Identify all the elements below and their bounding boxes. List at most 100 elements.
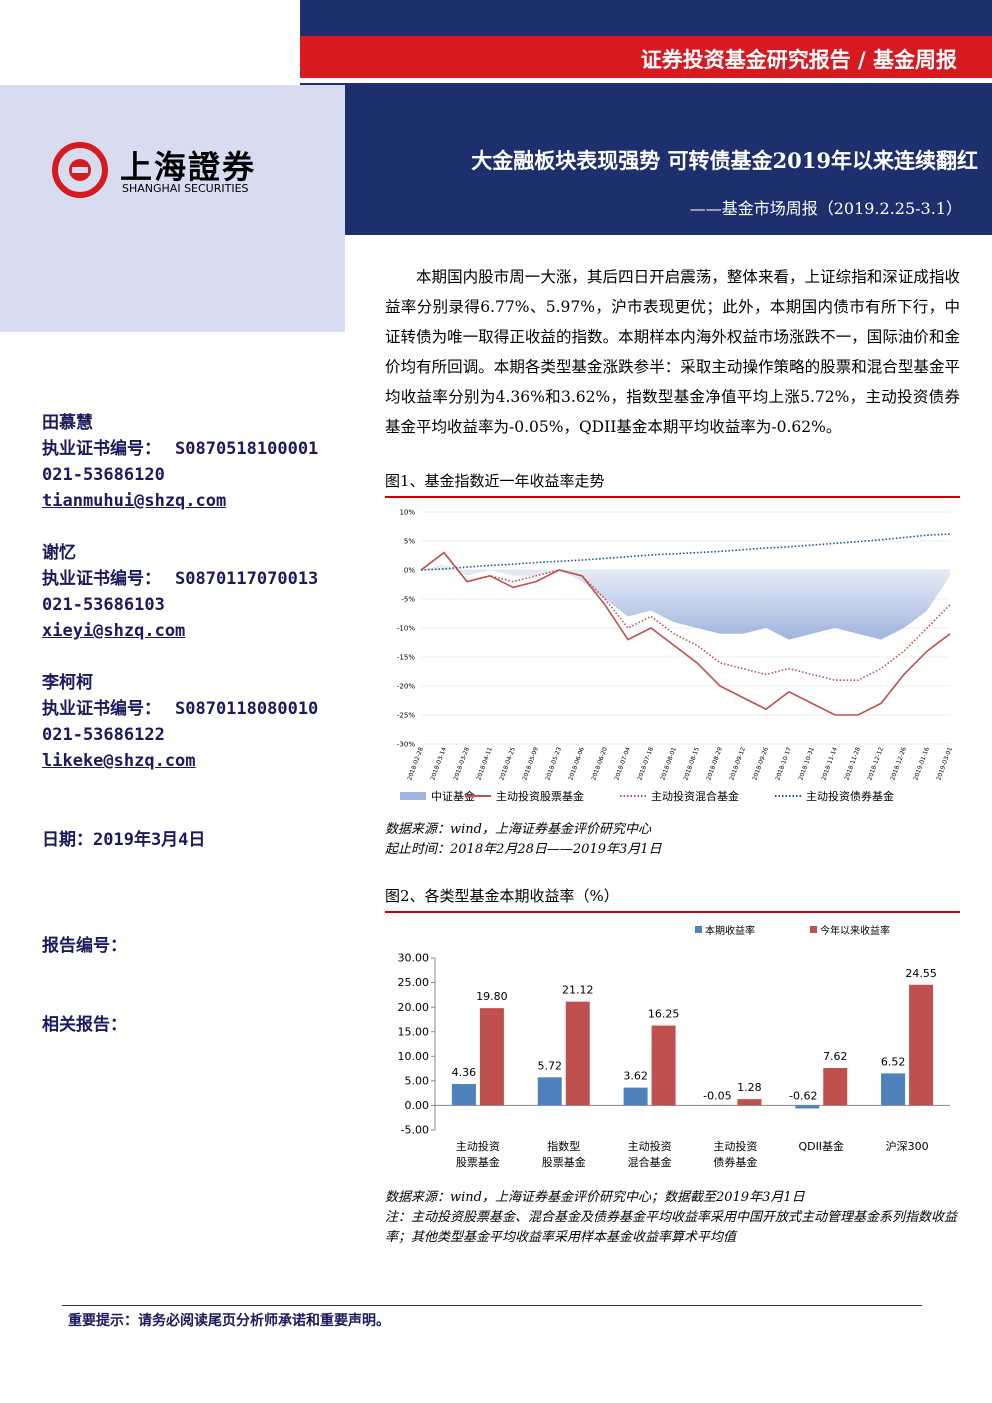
footer-rule (62, 1305, 922, 1306)
x-tick-label: 2018-11-28 (843, 746, 862, 781)
value-label: 5.72 (538, 1059, 563, 1072)
x-tick-label: 2019-03-01 (935, 746, 954, 781)
x-tick-label: 2018-08-15 (682, 746, 701, 781)
bar (823, 1067, 848, 1106)
x-tick-label: 主动投资 (456, 1139, 500, 1153)
x-tick-label: 2018-09-12 (728, 746, 747, 781)
x-tick-label: 债券基金 (713, 1155, 757, 1169)
value-label: -0.62 (789, 1089, 817, 1102)
author: 李柯柯 执业证书编号： S0870118080010 021-53686122 like… (42, 670, 318, 774)
cert-line: 执业证书编号： S0870117070013 (42, 566, 318, 592)
x-tick-label: 股票基金 (542, 1155, 586, 1169)
author-name: 谢忆 (42, 543, 76, 563)
x-tick-label: 2018-05-09 (521, 746, 540, 781)
figure-note: 数据来源：wind，上海证券基金评价研究中心；数据截至2019年3月1日 注：主动… (385, 1188, 960, 1248)
email[interactable]: xieyi@shzq.com (42, 621, 186, 641)
x-tick-label: 主动投资 (713, 1139, 757, 1153)
cert-number: S0870117070013 (175, 569, 319, 589)
x-tick-label: 2018-12-26 (889, 746, 908, 781)
x-tick-label: 2018-07-18 (636, 746, 655, 781)
x-tick-label: 2018-06-06 (567, 746, 586, 781)
x-tick-label: 2018-03-28 (452, 746, 471, 781)
note: 注：主动投资股票基金、混合基金及债券基金平均收益率采用中国开放式主动管理基金系列… (385, 1210, 958, 1245)
legend-label: 本期收益率 (705, 924, 755, 937)
header-rule (300, 78, 992, 83)
line (420, 551, 951, 681)
x-tick-label: 2018-08-01 (659, 746, 678, 781)
x-tick-label: 2018-04-25 (498, 746, 517, 781)
bar (565, 1001, 590, 1106)
y-tick-label: 25.00 (398, 976, 430, 989)
value-label: 24.55 (905, 967, 937, 980)
email-line: xieyi@shzq.com (42, 618, 318, 644)
bar (881, 1073, 906, 1106)
section-label: 证券投资基金研究报告 / 基金周报 (640, 47, 957, 72)
value-label: 6.52 (881, 1055, 906, 1068)
email-line: likeke@shzq.com (42, 748, 318, 774)
author: 谢忆执业证书编号： S0870117070013 021-53686103 xieyi… (42, 540, 318, 644)
x-tick-label: 2018-02-28 (406, 746, 425, 781)
x-tick-label: 2018-07-04 (613, 746, 632, 781)
area (421, 564, 950, 640)
bar (795, 1105, 820, 1109)
cert-label: 执业证书编号： (42, 439, 161, 459)
report-no: 报告编号： (42, 936, 127, 956)
y-tick-label: -20% (397, 682, 415, 690)
x-tick-label: 2018-11-14 (820, 746, 839, 781)
authors: 田慕慧执业证书编号： S0870518100001 021-53686120 tian… (42, 410, 318, 774)
x-tick-label: 2018-06-20 (590, 746, 609, 781)
logo-panel (0, 85, 345, 332)
value-label: 1.28 (737, 1081, 762, 1094)
bar (909, 984, 934, 1106)
note: 起止时间：2018年2月28日——2019年3月1日 (385, 842, 662, 857)
figure-title: 图1、基金指数近一年收益率走势 (385, 470, 960, 498)
paragraph: 本期国内股市周一大涨，其后四日开启震荡，整体来看，上证综指和深证成指收益率分别录… (385, 268, 960, 436)
line (420, 551, 951, 716)
x-tick-label: 股票基金 (456, 1155, 500, 1169)
logo-cn: 上海證券 (120, 148, 257, 186)
y-tick-label: 10.00 (398, 1050, 430, 1063)
x-tick-label: 2019-01-16 (912, 746, 931, 781)
legend-label: 中证基金 (431, 789, 475, 803)
cert-line: 执业证书编号： S0870118080010 (42, 696, 318, 722)
y-tick-label: -15% (397, 653, 415, 661)
footer-notice: 重要提示：请务必阅读尾页分析师承诺和重要声明。 (68, 1313, 390, 1329)
bar (479, 1008, 504, 1106)
author-name: 田慕慧 (42, 413, 93, 433)
x-tick-label: 2018-05-23 (544, 746, 563, 781)
email[interactable]: likeke@shzq.com (42, 751, 196, 771)
bar (737, 1099, 762, 1106)
phone: 021-53686103 (42, 595, 165, 615)
value-label: 7.62 (823, 1050, 848, 1063)
logo-mark (52, 142, 108, 198)
related: 相关报告： (42, 1015, 127, 1035)
x-tick-label: 主动投资 (628, 1139, 672, 1153)
x-tick-label: QDII基金 (798, 1139, 844, 1153)
bar (537, 1077, 562, 1106)
cert-label: 执业证书编号： (42, 699, 161, 719)
header-stripe (300, 36, 992, 78)
y-tick-label: 5% (404, 537, 415, 545)
y-tick-label: -30% (397, 740, 415, 748)
figure-note: 数据来源：wind，上海证券基金评价研究中心 起止时间：2018年2月28日——2… (385, 820, 960, 860)
email[interactable]: tianmuhui@shzq.com (42, 491, 227, 511)
chart: 10% 5% 0% -5% -10% -15% -20% -25% -30%2018-02-28… (397, 508, 954, 803)
line (420, 533, 951, 571)
date: 日期：2019年3月4日 (42, 830, 206, 850)
cert-label: 执业证书编号： (42, 569, 161, 589)
bar (651, 1025, 676, 1106)
x-tick-label: 混合基金 (628, 1155, 672, 1169)
cert-number: S0870118080010 (175, 699, 319, 719)
cert-number: S0870518100001 (175, 439, 319, 459)
value-label: 16.25 (648, 1008, 680, 1021)
y-tick-label: -5.00 (401, 1124, 429, 1137)
x-tick-label: 2018-03-14 (429, 746, 448, 781)
logo-en: SHANGHAI SECURITIES (122, 182, 249, 195)
legend-swatch (400, 792, 426, 800)
phone: 021-53686122 (42, 725, 165, 745)
phone: 021-53686120 (42, 465, 165, 485)
y-tick-label: -10% (397, 624, 415, 632)
x-tick-label: 2018-12-12 (866, 746, 885, 781)
legend-label: 主动投资混合基金 (651, 789, 739, 803)
